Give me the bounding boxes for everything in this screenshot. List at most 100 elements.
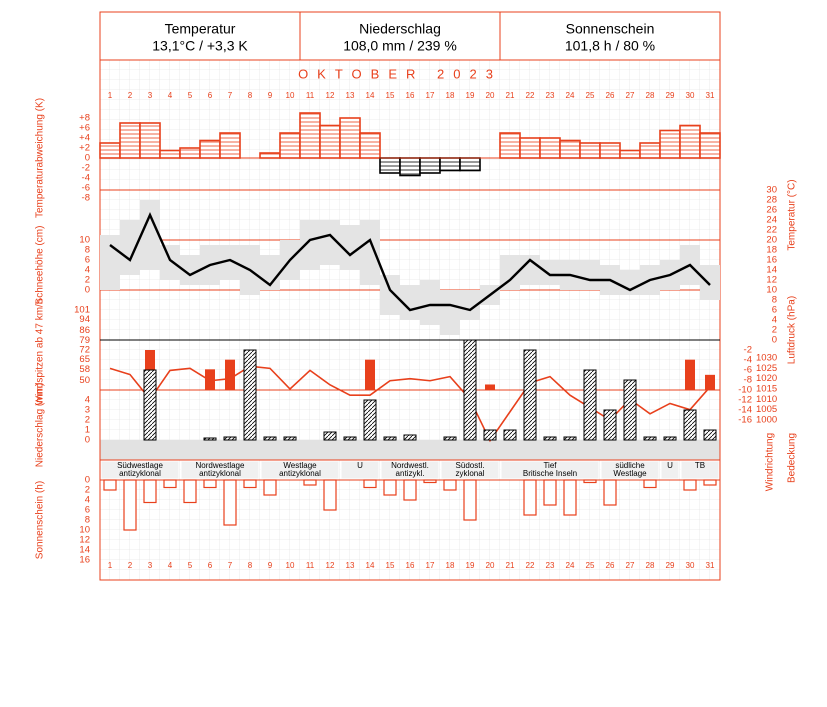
x-tick-label: 18 bbox=[446, 561, 455, 570]
x-tick-label: 11 bbox=[306, 91, 315, 100]
x-tick-label: 1 bbox=[108, 91, 113, 100]
axis-label: Bedeckung bbox=[787, 433, 798, 483]
deviation-bar bbox=[559, 139, 581, 159]
y-tick-label: -14 bbox=[738, 405, 752, 416]
y-tick-label: -8 bbox=[744, 375, 752, 386]
y-tick-label: 2 bbox=[772, 325, 777, 336]
x-tick-label: 12 bbox=[326, 91, 335, 100]
sunshine-bar bbox=[303, 479, 317, 486]
y-tick-label: 12 bbox=[79, 535, 90, 546]
deviation-bar bbox=[339, 117, 361, 159]
y-tick-label: +2 bbox=[79, 143, 90, 154]
y-tick-label: 0 bbox=[85, 153, 90, 164]
precipitation-bar bbox=[583, 369, 597, 441]
sunshine-bar bbox=[463, 479, 477, 521]
x-tick-label: 13 bbox=[346, 91, 355, 100]
y-tick-label: 28 bbox=[766, 195, 777, 206]
temperature-range bbox=[500, 255, 520, 290]
y-tick-label: 16 bbox=[79, 555, 90, 566]
y-tick-label: -16 bbox=[738, 415, 752, 426]
axis-label: Sonnenschein (h) bbox=[35, 481, 46, 559]
deviation-bar bbox=[199, 139, 221, 159]
axis-label: Temperatur (°C) bbox=[787, 179, 798, 250]
sunshine-bar bbox=[103, 479, 117, 491]
sunshine-bar bbox=[703, 479, 717, 486]
precipitation-bar bbox=[543, 436, 557, 441]
x-tick-label: 16 bbox=[406, 91, 415, 100]
axis-label: Temperaturabweichung (K) bbox=[35, 98, 46, 218]
x-tick-label: 24 bbox=[566, 91, 575, 100]
y-tick-label: 2 bbox=[85, 275, 90, 286]
y-tick-label: 2 bbox=[85, 415, 90, 426]
sunshine-bar bbox=[443, 479, 457, 491]
deviation-bar bbox=[279, 132, 301, 159]
y-tick-label: 2 bbox=[85, 485, 90, 496]
weather-type-label: U bbox=[357, 461, 363, 470]
sunshine-bar bbox=[183, 479, 197, 504]
precipitation-bar bbox=[483, 429, 497, 441]
temperature-range bbox=[420, 280, 440, 325]
temperature-range bbox=[700, 265, 720, 300]
weather-type-cell bbox=[260, 460, 340, 480]
deviation-bar bbox=[519, 137, 541, 159]
x-tick-label: 20 bbox=[486, 561, 495, 570]
weather-type-label: Tief bbox=[543, 461, 557, 470]
temperature-range bbox=[380, 275, 400, 315]
y-tick-label: 0 bbox=[85, 285, 90, 296]
weather-type-label: U bbox=[667, 461, 673, 470]
temperature-range bbox=[540, 260, 560, 285]
y-tick-label: 1000 bbox=[756, 415, 777, 426]
y-tick-label: 20 bbox=[766, 235, 777, 246]
y-tick-label: 65 bbox=[79, 354, 90, 365]
sunshine-bar bbox=[683, 479, 697, 491]
precipitation-bar bbox=[643, 436, 657, 441]
y-tick-label: 16 bbox=[766, 255, 777, 266]
axis-label: Windspitzen ab 47 km/h bbox=[35, 299, 46, 406]
temperature-range bbox=[120, 220, 140, 275]
deviation-bar bbox=[139, 122, 161, 159]
weather-type-label: Britische Inseln bbox=[523, 469, 577, 478]
axis-label: Luftdruck (hPa) bbox=[787, 296, 798, 364]
y-tick-label: 6 bbox=[85, 505, 90, 516]
x-tick-label: 29 bbox=[666, 91, 675, 100]
x-tick-label: 10 bbox=[286, 561, 295, 570]
chart-title: OKTOBER 2023 bbox=[298, 66, 502, 81]
x-tick-label: 20 bbox=[486, 91, 495, 100]
x-tick-label: 14 bbox=[366, 561, 375, 570]
header-title: Temperatur bbox=[165, 21, 236, 37]
wind-bar bbox=[705, 374, 715, 390]
y-tick-label: 10 bbox=[766, 285, 777, 296]
x-tick-label: 25 bbox=[586, 561, 595, 570]
temperature-range bbox=[140, 200, 160, 270]
weather-type-cell bbox=[440, 460, 500, 480]
precipitation-bar bbox=[263, 436, 277, 441]
x-tick-label: 5 bbox=[188, 561, 193, 570]
x-tick-label: 2 bbox=[128, 561, 133, 570]
sunshine-bar bbox=[423, 479, 437, 484]
x-tick-label: 30 bbox=[686, 561, 695, 570]
deviation-bar bbox=[219, 132, 241, 159]
y-tick-label: 1 bbox=[85, 425, 90, 436]
y-tick-label: 86 bbox=[79, 325, 90, 336]
weather-type-cell bbox=[100, 460, 180, 480]
y-tick-label: 4 bbox=[772, 315, 777, 326]
x-tick-label: 31 bbox=[706, 561, 715, 570]
temperature-range bbox=[160, 245, 180, 280]
weather-type-label: antizyklonal bbox=[279, 469, 321, 478]
y-tick-label: 14 bbox=[766, 265, 777, 276]
x-tick-label: 4 bbox=[168, 561, 173, 570]
weather-type-label: antizyklonal bbox=[199, 469, 241, 478]
header-title: Niederschlag bbox=[359, 21, 441, 37]
deviation-bar bbox=[539, 137, 561, 159]
x-tick-label: 27 bbox=[626, 91, 635, 100]
x-tick-label: 22 bbox=[526, 91, 535, 100]
y-tick-label: 6 bbox=[772, 305, 777, 316]
x-tick-label: 7 bbox=[228, 91, 233, 100]
x-tick-label: 5 bbox=[188, 91, 193, 100]
weather-type-label: zyklonal bbox=[456, 469, 485, 478]
x-tick-label: 21 bbox=[506, 561, 515, 570]
weather-type-cell bbox=[340, 460, 380, 480]
wind-bar bbox=[225, 359, 235, 390]
y-tick-label: 101 bbox=[74, 305, 90, 316]
deviation-bar bbox=[619, 149, 641, 159]
